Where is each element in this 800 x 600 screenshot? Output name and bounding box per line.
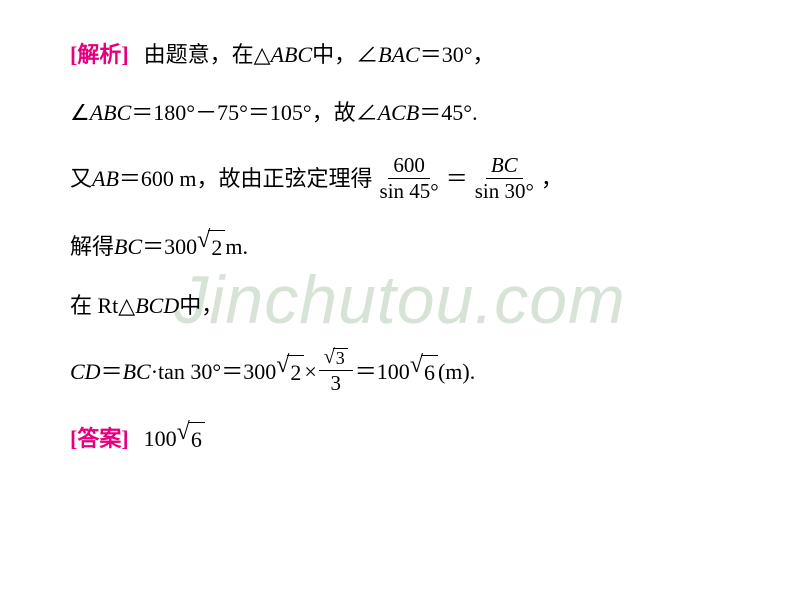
line-4: 解得 BC ＝300 √2 m. [70, 228, 730, 264]
line-6: CD ＝ BC ·tan 30°＝300 √2 × √3 3 ＝100 √6 (… [70, 347, 730, 395]
var-cd: CD [70, 355, 101, 388]
numerator: √3 [319, 347, 353, 371]
answer-value: 100 [144, 422, 177, 455]
sqrt-2: √2 [276, 353, 304, 389]
var-bac: BAC [378, 38, 420, 71]
text: 中，∠ [312, 38, 378, 71]
var-ab: AB [92, 162, 119, 195]
line-5: 在 Rt △ BCD 中， [70, 289, 730, 322]
text: (m). [438, 355, 475, 388]
solution-content: [解析] 由题意，在 △ ABC 中，∠ BAC ＝30°， ∠ ABC ＝18… [0, 0, 800, 486]
var-bc: BC [123, 355, 151, 388]
text: m. [225, 230, 248, 263]
text: ＝100 [355, 355, 410, 388]
triangle-symbol: △ [118, 289, 135, 322]
text: 在 Rt [70, 289, 118, 322]
var-abc: ABC [90, 96, 132, 129]
var-bc: BC [114, 230, 142, 263]
text: 又 [70, 162, 92, 195]
text: ＝45°. [419, 96, 477, 129]
line-1: [解析] 由题意，在 △ ABC 中，∠ BAC ＝30°， [70, 38, 730, 71]
comma: ， [541, 162, 563, 195]
text: ＝180°－75°＝105°，故∠ [131, 96, 377, 129]
text: ＝ [101, 355, 123, 388]
denominator: 3 [326, 371, 347, 395]
fraction-3: √3 3 [319, 347, 353, 395]
line-2: ∠ ABC ＝180°－75°＝105°，故∠ ACB ＝45°. [70, 96, 730, 129]
var-abc: ABC [271, 38, 313, 71]
text: 中， [179, 289, 223, 322]
text: ＝30°， [420, 38, 495, 71]
sqrt-6: √6 [410, 353, 438, 389]
analysis-tag: [解析] [70, 38, 129, 71]
numerator: BC [486, 154, 523, 179]
sqrt-2: √2 [197, 228, 225, 264]
triangle-symbol: △ [254, 38, 271, 71]
text: 解得 [70, 230, 114, 263]
denominator: sin 45° [375, 179, 444, 203]
text: ·tan 30°＝300 [151, 355, 277, 388]
text: 由题意，在 [144, 38, 254, 71]
sqrt-6: √6 [177, 420, 205, 456]
text: ∠ [70, 96, 90, 129]
fraction-2: BC sin 30° [470, 154, 539, 203]
fraction-1: 600 sin 45° [375, 154, 444, 203]
line-7: [答案] 100 √6 [70, 420, 730, 456]
line-3: 又 AB ＝600 m，故由正弦定理得 600 sin 45° ＝ BC sin… [70, 154, 730, 203]
text: ＝600 m，故由正弦定理得 [119, 162, 373, 195]
denominator: sin 30° [470, 179, 539, 203]
text: ＝300 [142, 230, 197, 263]
equals: ＝ [446, 162, 468, 195]
answer-tag: [答案] [70, 422, 129, 455]
var-bcd: BCD [135, 289, 179, 322]
var-acb: ACB [378, 96, 420, 129]
numerator: 600 [388, 154, 430, 179]
text: × [304, 355, 316, 388]
